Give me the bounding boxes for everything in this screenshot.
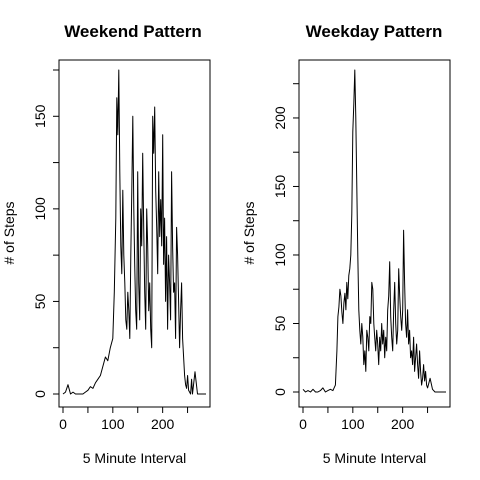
panel-1-series-line — [62, 69, 206, 395]
panel-2-y-tick-label: 150 — [272, 175, 288, 199]
panel-1-y-tick-label: 150 — [32, 104, 48, 128]
panel-2-y-tick-label: 0 — [272, 388, 288, 396]
panel-2-x-tick-label: 100 — [341, 416, 365, 432]
panel-1-y-tick-label: 0 — [32, 390, 48, 398]
panel-2-y-tick-label: 50 — [272, 315, 288, 331]
panel-1-x-tick-label: 200 — [151, 416, 175, 432]
panel-1-x-axis-label: 5 Minute Interval — [83, 450, 187, 466]
panel-2-title: Weekday Pattern — [306, 22, 443, 41]
panel-1-title: Weekend Pattern — [64, 22, 202, 41]
panel-1-y-axis-label: # of Steps — [1, 201, 17, 264]
panel-2-x-tick-label: 200 — [391, 416, 415, 432]
panel-1-y-tick-label: 100 — [32, 197, 48, 221]
panel-1-x-tick-label: 0 — [59, 416, 67, 432]
panel-2-x-tick-label: 0 — [299, 416, 307, 432]
panel-1-y-tick-label: 50 — [32, 293, 48, 309]
panel-2-y-axis-label: # of Steps — [241, 201, 257, 264]
panel-2-plot-frame — [298, 59, 451, 408]
panel-2-y-tick-label: 200 — [272, 106, 288, 130]
panel-2-y-tick-label: 100 — [272, 243, 288, 267]
panel-1-x-tick-label: 100 — [101, 416, 125, 432]
panel-2-series-line — [302, 69, 446, 393]
panel-2-x-axis-label: 5 Minute Interval — [323, 450, 427, 466]
